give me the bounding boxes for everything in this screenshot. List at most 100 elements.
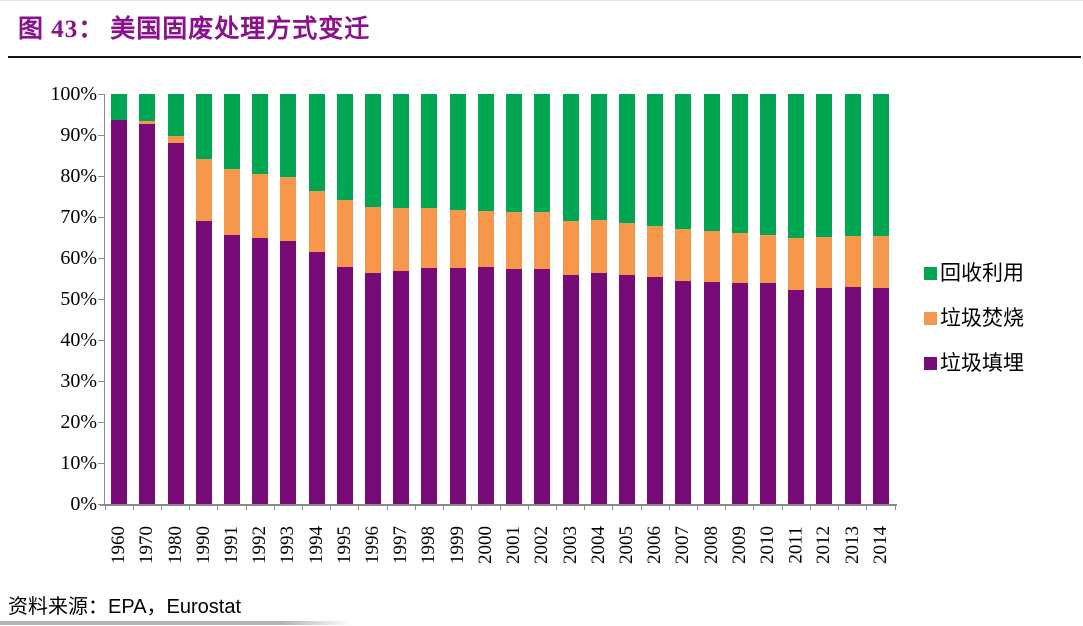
segment-recycling <box>252 94 269 174</box>
segment-landfill <box>421 267 438 504</box>
x-axis-tick <box>555 506 557 510</box>
segment-landfill <box>872 287 889 504</box>
x-axis-tick <box>781 506 783 510</box>
legend-label: 回收利用 <box>940 261 1024 285</box>
x-axis-label-text: 1960 <box>108 526 130 564</box>
segment-incineration <box>534 212 551 270</box>
segment-landfill <box>393 271 410 504</box>
segment-incineration <box>647 225 664 277</box>
segment-landfill <box>675 280 692 504</box>
x-axis-label: 1980 <box>165 508 187 574</box>
x-axis-label-text: 2012 <box>813 526 835 564</box>
segment-incineration <box>393 208 410 272</box>
x-axis-label-text: 2013 <box>841 526 863 564</box>
segment-recycling <box>167 94 184 136</box>
segment-recycling <box>223 94 240 170</box>
x-axis-tick <box>697 506 698 510</box>
x-axis-label: 1998 <box>418 508 440 574</box>
figure-title: 图 43： 美国固废处理方式变迁 <box>18 9 370 45</box>
y-axis-tick <box>98 93 104 95</box>
segment-landfill <box>365 273 382 504</box>
x-axis-tick <box>302 506 303 510</box>
x-axis-label: 1999 <box>447 508 469 574</box>
x-axis-tick <box>330 506 332 510</box>
x-axis-label-text: 1990 <box>192 526 214 564</box>
source-prefix: 资料来源： <box>8 596 108 618</box>
x-axis-label-text: 2009 <box>728 526 750 564</box>
x-axis-label: 2005 <box>616 508 638 574</box>
legend-swatch-icon <box>924 356 937 370</box>
x-axis-tick <box>414 506 416 510</box>
segment-landfill <box>618 275 635 504</box>
segment-recycling <box>590 94 607 221</box>
y-axis-tick <box>98 462 104 464</box>
x-axis-tick <box>753 506 755 510</box>
y-axis-label: 70% <box>60 206 97 228</box>
segment-incineration <box>562 220 579 276</box>
x-axis-tick <box>160 506 162 510</box>
x-axis-label: 2014 <box>870 508 892 574</box>
x-axis-label-text: 2005 <box>615 526 637 564</box>
legend-item: 垃圾填埋 <box>924 352 1024 374</box>
bar-1990 <box>195 94 212 504</box>
bar-2013 <box>844 94 861 504</box>
x-axis-tick <box>471 506 473 510</box>
bar-2012 <box>816 94 833 504</box>
x-axis-tick <box>668 506 670 510</box>
x-axis-label: 1992 <box>249 508 271 574</box>
x-axis-label: 1960 <box>108 508 130 574</box>
legend-item: 垃圾焚烧 <box>924 307 1024 329</box>
segment-incineration <box>590 220 607 273</box>
x-axis-label: 1970 <box>136 508 158 574</box>
x-axis-label-text: 1995 <box>333 526 355 564</box>
bar-1995 <box>336 94 353 504</box>
x-axis-tick <box>584 506 586 510</box>
x-axis-label-text: 1992 <box>249 526 271 564</box>
x-axis-label: 2009 <box>729 508 751 574</box>
y-axis-tick <box>98 339 104 341</box>
segment-recycling <box>618 94 635 223</box>
segment-recycling <box>506 94 523 213</box>
segment-recycling <box>872 94 889 237</box>
segment-recycling <box>308 94 325 192</box>
x-axis-label-text: 2000 <box>474 526 496 564</box>
bar-2010 <box>760 94 777 504</box>
x-axis-tick <box>640 506 642 510</box>
segment-recycling <box>760 94 777 236</box>
x-axis-label: 1991 <box>221 508 243 574</box>
segment-landfill <box>336 267 353 504</box>
x-axis-tick <box>104 506 106 510</box>
x-axis-label-text: 2002 <box>531 526 553 564</box>
segment-incineration <box>872 236 889 288</box>
segment-incineration <box>731 233 748 283</box>
bar-2007 <box>675 94 692 504</box>
bar-2009 <box>731 94 748 504</box>
bar-1999 <box>449 94 466 504</box>
segment-recycling <box>703 94 720 232</box>
segment-incineration <box>760 235 777 283</box>
segment-landfill <box>280 240 297 504</box>
x-axis-tick <box>443 506 445 510</box>
segment-recycling <box>111 94 128 121</box>
x-axis-label-text: 2014 <box>869 526 891 564</box>
bar-2006 <box>647 94 664 504</box>
segment-incineration <box>365 206 382 274</box>
x-axis-tick <box>612 506 614 510</box>
x-axis-label-text: 1993 <box>277 526 299 564</box>
x-axis-label-text: 2001 <box>503 526 525 564</box>
y-axis-label: 10% <box>60 452 97 474</box>
x-axis-label: 2003 <box>560 508 582 574</box>
y-axis-tick <box>98 421 104 423</box>
y-axis-line <box>104 94 105 505</box>
x-axis-label-text: 2007 <box>672 526 694 564</box>
chart-legend: 回收利用垃圾焚烧垃圾填埋 <box>924 262 1024 397</box>
y-axis-tick <box>98 134 104 136</box>
x-axis-label: 2002 <box>531 508 553 574</box>
bar-1992 <box>252 94 269 504</box>
y-axis-tick <box>98 175 104 177</box>
bar-1993 <box>280 94 297 504</box>
segment-incineration <box>336 199 353 268</box>
bar-2003 <box>562 94 579 504</box>
x-axis-tick <box>725 506 727 510</box>
x-axis-label: 2007 <box>672 508 694 574</box>
